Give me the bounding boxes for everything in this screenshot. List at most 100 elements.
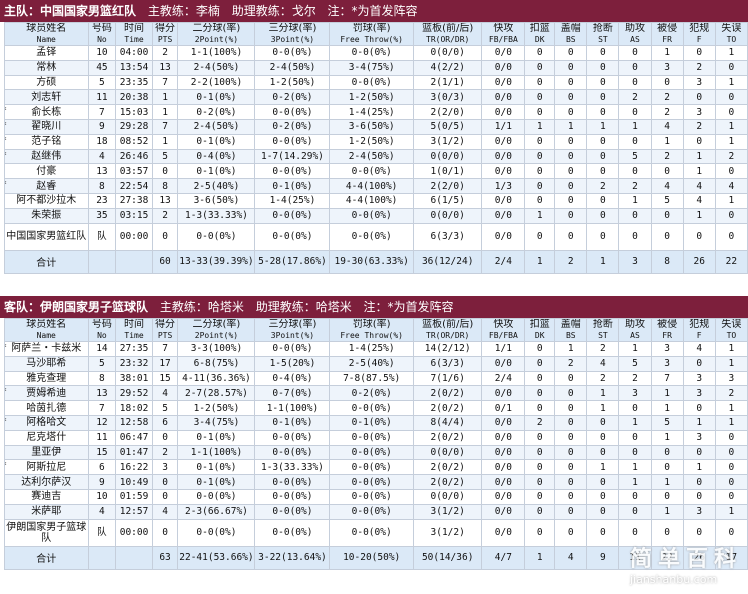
header-row: 球员姓名 Name 号码 No 时间 Time 得分 PTS 二分球(率) 2Point(%) 三分…	[4, 22, 748, 46]
cell-time: 26:46	[115, 148, 153, 165]
column-header-time: 时间 Time	[115, 22, 153, 46]
column-header-cn: 失误	[721, 319, 742, 331]
total-points: 63	[151, 545, 179, 570]
cell-fast-break: 0/0	[481, 148, 526, 165]
column-header-cn: 盖帽	[560, 319, 581, 331]
cell-name: * 赵继伟	[4, 148, 89, 165]
cell-fast-break: 0/0	[481, 474, 526, 490]
cell-free-throw: 0-0(0%)	[329, 400, 414, 416]
cell-rebounds: 3(0/3)	[412, 89, 483, 106]
total-turnovers: 22	[714, 249, 748, 274]
cell-rebounds: 2(2/0)	[412, 104, 483, 120]
cell-blocks: 0	[554, 429, 588, 446]
player-row: * 阿斯拉尼 616:2230-1(0%)1-3(33.33%)0-0(0%)2(0…	[4, 459, 748, 476]
cell-turnovers: 0	[714, 222, 748, 251]
total-rebounds: 36(12/24)	[412, 249, 483, 274]
column-header-en: BS	[565, 331, 576, 340]
cell-rebounds: 0(0/0)	[412, 207, 483, 224]
cell-turnovers: 1	[714, 192, 748, 209]
column-header-en: Free Throw(%)	[340, 35, 403, 44]
cell-blocks: 0	[554, 192, 588, 209]
cell-steals: 2	[586, 370, 620, 387]
player-name: 刘志轩	[31, 91, 62, 103]
cell-assists: 0	[618, 133, 652, 150]
cell-fouls-received: 0	[650, 207, 684, 224]
cell-name: 中国国家男篮红队	[4, 222, 89, 251]
cell-dunks: 0	[524, 178, 556, 194]
cell-turnovers: 1	[714, 355, 748, 372]
player-row: *范子铭1808:5210-1(0%)0-0(0%)1-2(50%)3(1/2)…	[4, 133, 748, 150]
total-points: 60	[151, 249, 179, 274]
cell-number: 45	[87, 59, 117, 76]
cell-points: 13	[151, 192, 179, 209]
cell-fast-break: 0/0	[481, 163, 526, 180]
total-blocks: 4	[554, 545, 588, 570]
cell-fast-break: 0/0	[481, 222, 526, 251]
player-row: *阿格哈文1212:5863-4(75%)0-1(0%)0-1(0%)8(4/4…	[4, 414, 748, 431]
column-header-en: TO	[726, 35, 737, 44]
column-header-fouls: 犯规 F	[682, 22, 716, 46]
cell-assists: 2	[618, 370, 652, 387]
column-header-en: No	[97, 331, 107, 340]
column-header-en: FB/FBA	[488, 35, 518, 44]
column-header-en: Free Throw(%)	[340, 331, 403, 340]
cell-steals: 0	[586, 488, 620, 505]
cell-number: 4	[87, 148, 117, 165]
cell-fast-break: 2/4	[481, 370, 526, 387]
column-header-cn: 快攻	[493, 319, 514, 331]
cell-three-point: 0-7(0%)	[254, 385, 331, 402]
cell-rebounds: 2(2/0)	[412, 178, 483, 194]
cell-steals: 0	[586, 45, 620, 61]
column-header-en: DK	[534, 35, 545, 44]
cell-dunks: 0	[524, 104, 556, 120]
cell-number: 6	[87, 459, 117, 476]
cell-fouls: 0	[682, 474, 716, 490]
cell-fouls: 0	[682, 444, 716, 461]
column-header-fast-break: 快攻 FB/FBA	[481, 318, 526, 342]
column-header-turnovers: 失误 TO	[714, 22, 748, 46]
total-time	[115, 249, 153, 274]
cell-points: 0	[151, 429, 179, 446]
cell-blocks: 0	[554, 518, 588, 547]
cell-time: 15:03	[115, 104, 153, 120]
cell-name: 阿不都沙拉木	[4, 192, 89, 209]
column-header-cn: 盖帽	[560, 23, 581, 35]
cell-fast-break: 1/3	[481, 178, 526, 194]
cell-turnovers: 0	[714, 207, 748, 224]
cell-free-throw: 0-1(0%)	[329, 414, 414, 431]
cell-name: * 阿萨兰・卡兹米	[4, 341, 89, 357]
column-header-number: 号码 No	[87, 22, 117, 46]
cell-three-point: 0-1(0%)	[254, 178, 331, 194]
cell-free-throw: 0-0(0%)	[329, 459, 414, 476]
cell-rebounds: 3(1/2)	[412, 518, 483, 547]
cell-three-point: 0-0(0%)	[254, 133, 331, 150]
cell-free-throw: 0-0(0%)	[329, 45, 414, 61]
cell-time: 20:38	[115, 89, 153, 106]
column-header-cn: 篮板(前/后)	[422, 319, 474, 331]
column-header-en: No	[97, 35, 107, 44]
column-header-blocks: 盖帽 BS	[554, 318, 588, 342]
cell-number: 14	[87, 341, 117, 357]
column-header-en: AS	[630, 331, 640, 340]
cell-three-point: 0-2(0%)	[254, 89, 331, 106]
cell-number: 队	[87, 518, 117, 547]
cell-rebounds: 6(3/3)	[412, 355, 483, 372]
cell-steals: 0	[586, 444, 620, 461]
cell-points: 4	[151, 385, 179, 402]
player-name: 里亚伊	[31, 446, 62, 458]
player-name: 范子铭	[31, 136, 62, 148]
home-stats-table: 球员姓名 Name 号码 No 时间 Time 得分 PTS 二分球(率) 2Point(%) 三分…	[4, 22, 748, 274]
total-row: 合计 60 13-33(39.39%) 5-28(17.86%) 19-30(63.33…	[4, 249, 748, 274]
cell-dunks: 0	[524, 474, 556, 490]
cell-points: 7	[151, 341, 179, 357]
cell-two-point: 2-4(50%)	[177, 118, 256, 135]
cell-rebounds: 0(0/0)	[412, 45, 483, 61]
cell-blocks: 0	[554, 89, 588, 106]
cell-fast-break: 0/0	[481, 104, 526, 120]
total-dunks: 1	[524, 249, 556, 274]
cell-free-throw: 1-4(25%)	[329, 341, 414, 357]
total-name: 合计	[4, 545, 89, 570]
cell-steals: 2	[586, 341, 620, 357]
cell-name: 尼克塔什	[4, 429, 89, 446]
cell-name: * 范子铭	[4, 133, 89, 150]
